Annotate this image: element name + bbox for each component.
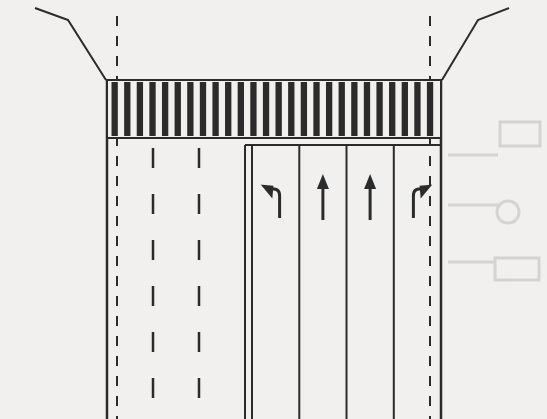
crosswalk-stripe [389, 82, 396, 136]
crosswalk-stripe [250, 82, 257, 136]
departure-lane-dividers [151, 148, 201, 419]
crosswalk-stripe [174, 82, 181, 136]
crosswalk-stripe [124, 82, 131, 136]
straight-icon [364, 174, 377, 220]
straight-icon [316, 174, 329, 220]
crosswalk-stripe [414, 82, 421, 136]
crosswalk-stripes [111, 82, 434, 136]
crosswalk-stripe [288, 82, 295, 136]
right-turn-icon [411, 184, 433, 218]
crosswalk-stripe [237, 82, 244, 136]
bleed-mark-3 [493, 256, 541, 282]
crosswalk-stripe [136, 82, 144, 136]
crosswalk-stripe [351, 82, 358, 136]
lane-dividers [298, 145, 395, 419]
crosswalk-stripe [262, 82, 270, 136]
crosswalk-stripe [149, 82, 156, 136]
crosswalk-stripe [187, 82, 194, 136]
lane-arrows [260, 174, 433, 220]
crosswalk-stripe [363, 82, 371, 136]
crosswalk-stripe [199, 82, 207, 136]
crosswalk-stripe [111, 82, 118, 136]
crosswalk-stripe [275, 82, 282, 136]
crosswalk-stripe [212, 82, 219, 136]
crosswalk-stripe [426, 82, 434, 136]
crosswalk-stripe [325, 82, 333, 136]
crosswalk-stripe [376, 82, 383, 136]
bleed-mark-1 [498, 120, 542, 148]
left-curb-line [34, 7, 107, 81]
crosswalk-stripe [300, 82, 308, 136]
bleed-mark-2 [495, 199, 521, 225]
crosswalk-stripe [338, 82, 345, 136]
left-turn-icon [260, 184, 282, 218]
crosswalk-stripe [161, 82, 169, 136]
crosswalk-stripe [401, 82, 408, 136]
right-curb-line [441, 7, 510, 81]
crosswalk-stripe [225, 82, 232, 136]
crosswalk-stripe [313, 82, 320, 136]
bleed-through-marks [448, 120, 542, 282]
